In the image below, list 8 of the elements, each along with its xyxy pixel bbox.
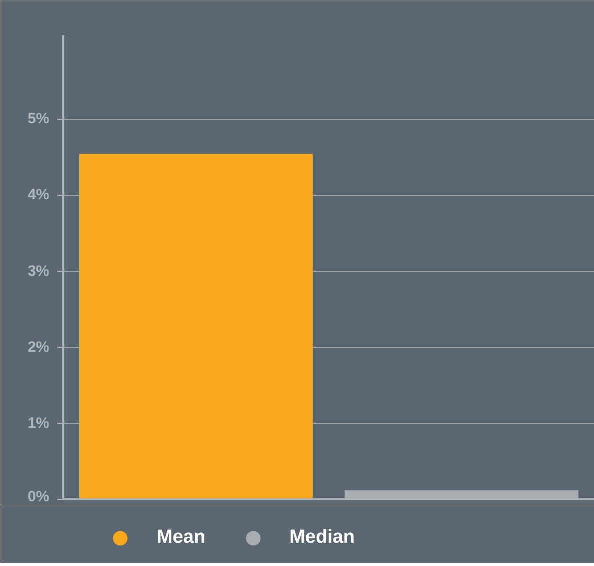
y-tick-label: 0% (28, 488, 50, 506)
legend-label: Mean (157, 527, 206, 549)
legend-label: Median (290, 527, 356, 549)
y-tick-label: 5% (28, 110, 50, 128)
y-tick-label: 2% (28, 338, 50, 356)
y-tick-label: 4% (28, 186, 50, 204)
y-tick-label: 1% (28, 414, 50, 432)
y-tick-label: 3% (28, 262, 50, 280)
